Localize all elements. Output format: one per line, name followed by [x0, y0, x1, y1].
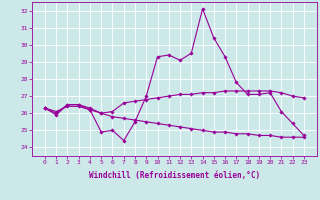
X-axis label: Windchill (Refroidissement éolien,°C): Windchill (Refroidissement éolien,°C) — [89, 171, 260, 180]
